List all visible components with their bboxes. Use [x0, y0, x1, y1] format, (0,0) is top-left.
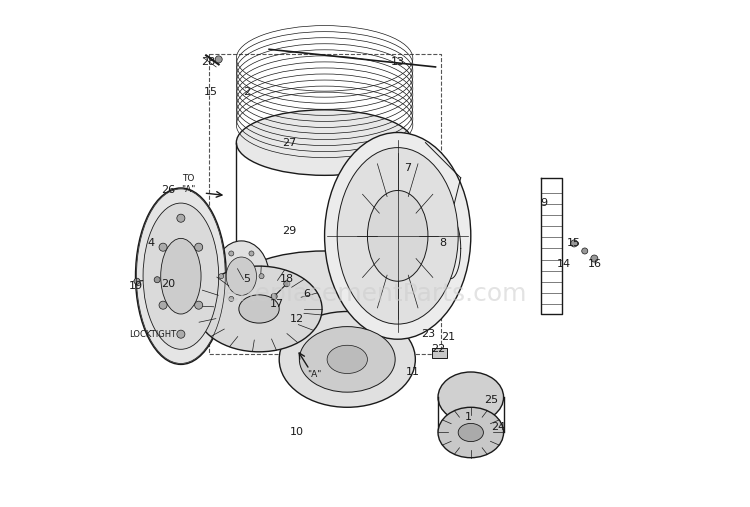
Circle shape: [195, 243, 202, 251]
Ellipse shape: [160, 238, 201, 314]
Text: 15: 15: [567, 238, 581, 248]
Circle shape: [177, 214, 185, 222]
Text: LOCKTIGHT: LOCKTIGHT: [130, 330, 177, 339]
Circle shape: [219, 274, 224, 279]
Circle shape: [249, 251, 254, 256]
Text: 1: 1: [465, 412, 472, 422]
Ellipse shape: [196, 266, 322, 352]
Text: 13: 13: [391, 57, 405, 67]
Ellipse shape: [238, 295, 279, 323]
Ellipse shape: [325, 132, 471, 339]
Circle shape: [215, 56, 222, 63]
Text: 11: 11: [406, 367, 420, 377]
Text: 24: 24: [491, 422, 506, 432]
Text: eReplacementParts.com: eReplacementParts.com: [224, 282, 526, 306]
Text: 17: 17: [269, 299, 284, 309]
Circle shape: [177, 330, 185, 338]
Text: 25: 25: [484, 395, 498, 405]
Text: 28: 28: [202, 57, 216, 67]
Text: 21: 21: [441, 332, 455, 342]
Text: 5: 5: [243, 274, 250, 284]
Circle shape: [229, 251, 234, 256]
Circle shape: [571, 240, 578, 247]
Circle shape: [284, 281, 290, 287]
Ellipse shape: [299, 327, 395, 392]
Text: 8: 8: [440, 238, 447, 248]
Circle shape: [591, 255, 598, 262]
Text: 23: 23: [421, 329, 435, 339]
Circle shape: [159, 243, 167, 251]
Text: 12: 12: [290, 314, 304, 324]
Circle shape: [249, 297, 254, 302]
Text: 10: 10: [290, 427, 304, 438]
Text: 22: 22: [431, 344, 445, 354]
Circle shape: [582, 248, 588, 254]
Text: 20: 20: [161, 279, 176, 289]
Text: 9: 9: [540, 198, 548, 208]
Text: TO
"A": TO "A": [182, 174, 196, 194]
Ellipse shape: [458, 423, 484, 442]
Circle shape: [159, 301, 167, 309]
Ellipse shape: [226, 257, 256, 296]
Circle shape: [229, 297, 234, 302]
Text: 26: 26: [161, 186, 176, 196]
Circle shape: [195, 301, 202, 309]
Circle shape: [134, 278, 140, 284]
Text: 2: 2: [243, 87, 250, 97]
Circle shape: [272, 294, 278, 300]
Text: 7: 7: [404, 163, 411, 173]
Text: 16: 16: [587, 259, 602, 269]
Ellipse shape: [136, 188, 226, 365]
Ellipse shape: [327, 345, 368, 374]
Ellipse shape: [279, 311, 416, 407]
Ellipse shape: [338, 148, 458, 324]
Ellipse shape: [214, 241, 269, 311]
Text: 27: 27: [282, 137, 296, 148]
Ellipse shape: [236, 110, 412, 175]
Circle shape: [154, 277, 160, 283]
Ellipse shape: [236, 251, 412, 316]
Text: 29: 29: [282, 226, 296, 236]
Circle shape: [259, 274, 264, 279]
Text: 15: 15: [204, 87, 218, 97]
Ellipse shape: [438, 407, 503, 458]
Ellipse shape: [438, 372, 503, 422]
Text: 6: 6: [304, 289, 310, 299]
Ellipse shape: [143, 203, 219, 349]
FancyBboxPatch shape: [432, 348, 446, 358]
Text: 14: 14: [557, 259, 572, 269]
Text: "A": "A": [308, 370, 322, 379]
Ellipse shape: [368, 191, 428, 281]
Text: 4: 4: [147, 238, 154, 248]
Text: 18: 18: [280, 274, 294, 284]
Text: 19: 19: [128, 281, 142, 292]
